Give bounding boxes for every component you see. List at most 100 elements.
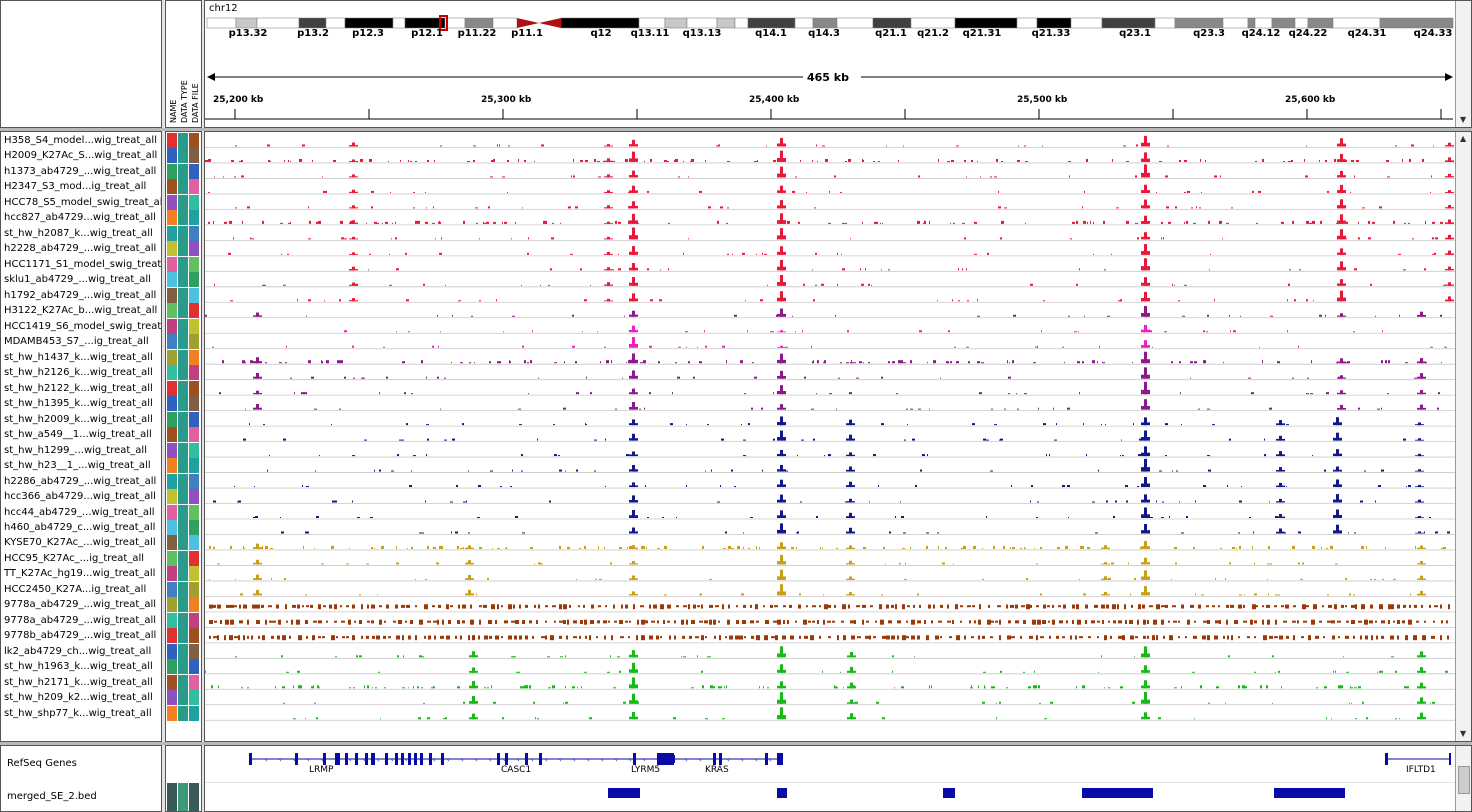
bed-feature[interactable] [1082,788,1153,798]
attr-cell[interactable] [178,380,188,396]
attr-cell[interactable] [178,427,188,443]
attr-cell[interactable] [167,473,177,489]
track-name[interactable]: h2228_ab4729_...wig_treat_all [4,243,157,255]
gene-exon[interactable] [335,753,340,765]
attr-cell[interactable] [167,241,177,257]
attr-cell[interactable] [167,628,177,644]
signal-track[interactable] [205,337,1455,350]
attr-cell[interactable] [178,411,188,427]
attr-cell[interactable] [178,303,188,319]
attr-cell[interactable] [167,659,177,675]
signal-track[interactable] [205,244,1455,257]
feature-scrollbar[interactable] [1455,746,1471,811]
attr-cell[interactable] [167,303,177,319]
attr-cell[interactable] [167,489,177,505]
signal-track[interactable] [205,213,1455,226]
attr-cell[interactable] [167,365,177,381]
signal-track[interactable] [205,540,1455,551]
ideogram-band[interactable] [1222,17,1249,29]
attr-cell[interactable] [189,489,199,505]
signal-track[interactable] [205,274,1455,288]
attr-cell[interactable] [167,380,177,396]
track-name[interactable]: hcc44_ab4729_...wig_treat_all [4,506,155,518]
ideogram-band[interactable] [747,17,796,29]
track-name[interactable]: st_hw_h23__1_...wig_treat_all [4,460,151,472]
ideogram-band[interactable] [1036,17,1072,29]
ideogram-band[interactable] [560,17,640,29]
gene-exon[interactable] [719,753,722,765]
attr-cell[interactable] [167,411,177,427]
attr-cell[interactable] [167,643,177,659]
refseq-track-name[interactable]: RefSeq Genes [7,758,77,769]
signal-track[interactable] [205,619,1455,628]
track-name[interactable]: st_hw_h1437_k...wig_treat_all [4,351,153,363]
attr-cell[interactable] [178,210,188,226]
ideogram-band[interactable] [256,17,300,29]
scroll-up-icon[interactable]: ▲ [1460,134,1467,143]
attr-cell[interactable] [167,504,177,520]
attr-cell[interactable] [189,225,199,241]
ideogram-band[interactable] [344,17,394,29]
signal-track[interactable] [205,494,1455,504]
gene-exon[interactable] [385,753,388,765]
attr-cell[interactable] [167,597,177,613]
signal-track[interactable] [205,305,1455,319]
gene-exon[interactable] [1385,753,1388,765]
track-name[interactable]: st_hw_h209_k2...wig_treat_all [4,692,153,704]
attr-cell[interactable] [178,504,188,520]
attr-cell[interactable] [189,241,199,257]
ideogram-band[interactable] [1254,17,1273,29]
signal-track[interactable] [205,290,1455,303]
attr-cell[interactable] [189,194,199,210]
gene-exon[interactable] [525,753,528,765]
track-name[interactable]: st_hw_h2009_k...wig_treat_all [4,413,153,425]
attr-header-data-type[interactable]: DATA TYPE [180,80,189,123]
ideogram-band[interactable] [206,17,237,29]
bed-feature[interactable] [943,788,955,798]
gene-exon[interactable] [765,753,768,765]
signal-track[interactable] [205,446,1455,458]
attr-cell[interactable] [167,334,177,350]
signal-track[interactable] [205,584,1455,597]
refseq-genes-track[interactable]: ‹ ‹ ‹ ‹ ‹ ‹ ‹ ‹ ‹ ‹ ‹ ‹ ‹ ‹ ‹ ‹ ‹ ‹ ‹ ‹ ‹ ‹ ‹ ‹ ‹ ‹ ‹ ‹ ‹ ‹ ‹ ‹ ‹ ‹ ‹ ‹ ‹ [205,746,1455,780]
ideogram-band[interactable] [686,17,718,29]
ideogram-band[interactable] [638,17,666,29]
attr-cell[interactable] [189,179,199,195]
attr-cell[interactable] [189,318,199,334]
attr-cell[interactable] [167,520,177,535]
ideogram-band[interactable] [1101,17,1156,29]
attr-cell[interactable] [189,287,199,303]
gene-exon[interactable] [355,753,358,765]
bed-feature[interactable] [777,788,787,798]
signal-track[interactable] [205,458,1455,473]
ideogram-band[interactable] [1294,17,1309,29]
attr-cell[interactable] [189,411,199,427]
gene-exon[interactable] [441,753,444,765]
ideogram-band[interactable] [392,17,406,29]
attr-cell[interactable] [178,163,188,179]
attr-cell[interactable] [189,272,199,288]
ideogram-band[interactable] [910,17,956,29]
attr-cell[interactable] [167,690,177,706]
ideogram-band[interactable] [298,17,327,29]
gene-exon[interactable] [633,753,636,765]
signal-track[interactable] [205,523,1455,535]
signal-track[interactable] [205,184,1455,195]
attr-cell[interactable] [178,365,188,381]
ideogram-band[interactable] [1070,17,1103,29]
signal-track[interactable] [205,199,1455,210]
gene-exon[interactable] [295,753,298,765]
gene-exon[interactable] [1449,753,1451,765]
attr-cell[interactable] [189,659,199,675]
track-name[interactable]: TT_K27Ac_hg19...wig_treat_all [4,568,156,580]
track-name[interactable]: h1373_ab4729_...wig_treat_all [4,165,157,177]
signal-track[interactable] [205,430,1455,443]
attr-cell[interactable] [189,597,199,613]
track-name[interactable]: 9778a_ab4729_...wig_treat_all [4,614,157,626]
gene-exon[interactable] [371,753,375,765]
attr-cell[interactable] [167,272,177,288]
attr-cell[interactable] [189,643,199,659]
track-name[interactable]: st_hw_h2126_k...wig_treat_all [4,367,153,379]
gene-exon[interactable] [505,753,508,765]
ideogram-band[interactable] [325,17,346,29]
